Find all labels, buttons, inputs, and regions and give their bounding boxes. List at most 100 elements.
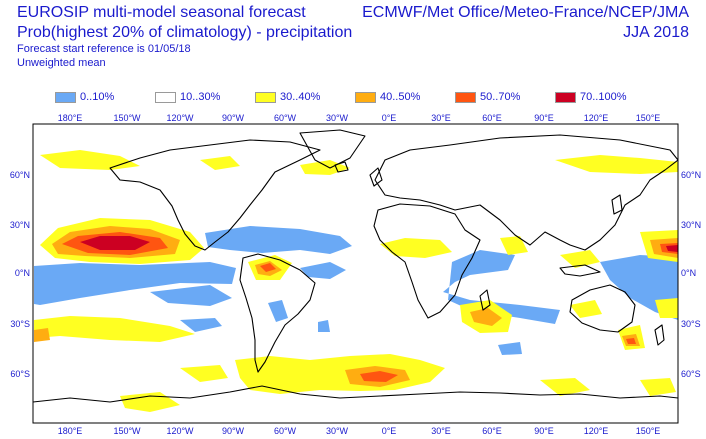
lat-label-left: 30°S — [10, 319, 30, 329]
very-high-probability-areas — [80, 236, 678, 252]
southern-ocean-dry-area — [498, 342, 522, 355]
north-pacific-very-high-core — [80, 236, 150, 250]
east-pacific-very-high-core — [666, 245, 678, 252]
lon-label-top: 30°E — [431, 113, 451, 123]
southeast-pacific-dry-area — [150, 285, 232, 306]
europe-asia-coastline — [374, 134, 678, 251]
lat-label-left: 30°N — [10, 220, 30, 230]
legend-item-70-100: 70..100% — [555, 90, 626, 104]
legend-swatch-50-70 — [455, 91, 476, 103]
tasman-high-core — [626, 338, 636, 344]
lon-label-top: 150°W — [113, 113, 141, 123]
south-america-coastline — [239, 253, 316, 373]
south-pacific-wet-band — [34, 316, 195, 342]
arctic-wet-area-1 — [40, 150, 140, 170]
latitude-labels-right: 60°N 30°N 0°N 30°S 60°S — [681, 170, 701, 379]
north-america-coastline — [109, 139, 321, 251]
lon-label-top: 60°W — [274, 113, 297, 123]
longitude-labels-top: 180°E 150°W 120°W 90°W 60°W 30°W 0°E 30°… — [58, 113, 661, 123]
legend-item-0-10: 0..10% — [55, 90, 114, 104]
map-subtitle: Prob(highest 20% of climatology) - preci… — [17, 24, 353, 41]
probability-fields — [33, 129, 678, 412]
legend-swatch-70-100 — [555, 91, 576, 103]
madagascar-coastline — [479, 289, 491, 311]
map-frame — [32, 123, 679, 424]
japan-coastline — [611, 194, 623, 215]
siberia-wet-area — [555, 155, 678, 174]
latitude-labels-left: 60°N 30°N 0°N 30°S 60°S — [10, 170, 30, 379]
antarctic-coast-wet-area — [180, 365, 228, 382]
south-indian-ocean-south-wet-area — [540, 378, 590, 396]
africa-coastline — [373, 203, 481, 319]
south-pacific-elevated-core — [34, 328, 50, 342]
lon-label-bottom: 30°W — [326, 426, 349, 436]
lat-label-right: 30°N — [681, 220, 701, 230]
lon-label-bottom: 120°E — [584, 426, 609, 436]
lon-label-bottom: 90°E — [534, 426, 554, 436]
map-title: EUROSIP multi-model seasonal forecast — [17, 4, 306, 21]
lon-label-top: 0°E — [382, 113, 397, 123]
lat-label-right: 0°N — [681, 268, 696, 278]
lon-label-bottom: 60°E — [482, 426, 502, 436]
legend-label-50-70: 50..70% — [480, 91, 521, 103]
forecast-season: JJA 2018 — [623, 24, 689, 41]
lat-label-right: 60°S — [681, 369, 701, 379]
legend-swatch-30-40 — [255, 91, 276, 103]
lon-label-bottom: 30°E — [431, 426, 451, 436]
greenland-coastline — [299, 129, 366, 169]
lon-label-top: 30°W — [326, 113, 349, 123]
sahel-wet-area — [380, 238, 452, 258]
far-south-pacific-wet-area — [640, 378, 676, 396]
indonesia-coastline — [559, 264, 601, 277]
forecast-reference: Forecast start reference is 01/05/18 — [17, 43, 191, 55]
legend-label-10-30: 10..30% — [180, 91, 221, 103]
mean-type: Unweighted mean — [17, 57, 106, 69]
legend-swatch-40-50 — [355, 91, 376, 103]
pacific-warm-pool-wet-area — [560, 250, 600, 268]
arctic-wet-area-2 — [200, 156, 240, 170]
southeast-indian-ocean-wet-area — [570, 300, 602, 318]
world-probability-map: 180°E 150°W 120°W 90°W 60°W 30°W 0°E 30°… — [10, 113, 701, 436]
forecast-source: ECMWF/Met Office/Meteo-France/NCEP/JMA — [362, 4, 689, 21]
legend-label-40-50: 40..50% — [380, 91, 421, 103]
british-isles-coastline — [369, 167, 383, 187]
equatorial-pacific-dry-band — [34, 262, 236, 305]
lon-label-bottom: 120°W — [166, 426, 194, 436]
australia-coastline — [569, 284, 636, 333]
south-america-dry-area — [268, 300, 288, 322]
legend-item-50-70: 50..70% — [455, 90, 520, 104]
antarctica-coastline — [33, 385, 678, 403]
lon-label-top: 90°E — [534, 113, 554, 123]
lat-label-left: 60°S — [10, 369, 30, 379]
lat-label-left: 60°N — [10, 170, 30, 180]
legend-item-30-40: 30..40% — [255, 90, 320, 104]
lon-label-top: 60°E — [482, 113, 502, 123]
lon-label-top: 120°E — [584, 113, 609, 123]
southern-ocean-high-core — [360, 371, 398, 382]
legend-label-70-100: 70..100% — [580, 91, 627, 103]
probability-legend: 0..10% 10..30% 30..40% 40..50% 50..70% 7… — [0, 90, 706, 104]
tasman-sea-wet-area — [655, 298, 678, 318]
lat-label-right: 30°S — [681, 319, 701, 329]
lon-label-bottom: 150°E — [636, 426, 661, 436]
legend-label-30-40: 30..40% — [280, 91, 321, 103]
legend-swatch-10-30 — [155, 91, 176, 103]
south-indian-elevated-core — [470, 308, 502, 326]
legend-item-10-30: 10..30% — [155, 90, 220, 104]
lon-label-top: 120°W — [166, 113, 194, 123]
lon-label-top: 90°W — [222, 113, 245, 123]
lon-label-bottom: 90°W — [222, 426, 245, 436]
coastlines — [33, 129, 678, 403]
south-atlantic-dry-area — [318, 320, 330, 332]
arabian-sea-wet-area — [500, 236, 528, 255]
legend-label-0-10: 0..10% — [80, 91, 115, 103]
lat-label-right: 60°N — [681, 170, 701, 180]
legend-swatch-0-10 — [55, 91, 76, 103]
new-zealand-coastline — [654, 324, 665, 346]
lon-label-top: 150°E — [636, 113, 661, 123]
lon-label-bottom: 60°W — [274, 426, 297, 436]
caribbean-dry-area — [205, 226, 352, 254]
lon-label-bottom: 0°E — [382, 426, 397, 436]
longitude-labels-bottom: 180°E 150°W 120°W 90°W 60°W 30°W 0°E 30°… — [58, 426, 661, 436]
lon-label-top: 180°E — [58, 113, 83, 123]
